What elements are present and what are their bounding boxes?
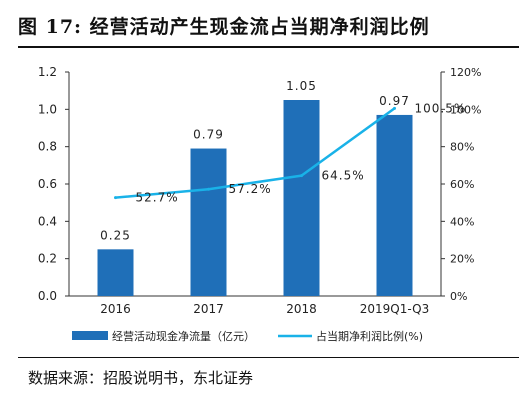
- source-rule: [18, 357, 519, 358]
- bar: [283, 100, 320, 296]
- line-path: [115, 107, 396, 199]
- line-value-label: 64.5%: [322, 169, 365, 183]
- line-series: [114, 106, 396, 200]
- y-right-tick-label: 20%: [450, 253, 474, 266]
- y-left-tick-label: 0.4: [38, 214, 57, 228]
- y-left-tick-label: 0.2: [38, 252, 57, 266]
- bar-value-label: 0.97: [379, 94, 410, 108]
- line-value-label: 57.2%: [229, 182, 272, 196]
- y-left-tick-label: 1.2: [38, 65, 57, 79]
- x-tick-label: 2019Q1-Q3: [360, 302, 429, 316]
- source-note: 数据来源：招股说明书，东北证券: [28, 369, 254, 387]
- line-value-label: 52.7%: [136, 191, 179, 205]
- y-right-tick-label: 60%: [450, 178, 474, 191]
- line-point: [393, 106, 396, 110]
- data-labels: 0.25 0.79 1.05 0.97 52.7% 57.2% 64.5% 100.5%: [100, 79, 467, 242]
- y-left-tick-label: 0.0: [38, 289, 57, 303]
- line-point: [207, 187, 210, 191]
- bar: [376, 114, 413, 296]
- chart-legend: 经营活动现金净流量（亿元） 占当期净利润比例(%): [72, 329, 423, 343]
- x-tick-label: 2018: [286, 302, 317, 316]
- bar-value-label: 0.25: [100, 228, 131, 242]
- line-value-label: 100.5%: [415, 101, 467, 115]
- figure-title: 图 17: 经营活动产生现金流占当期净利润比例: [18, 16, 430, 38]
- x-tick-label: 2017: [193, 302, 224, 316]
- y-left-tick-label: 0.8: [38, 140, 57, 154]
- bar-value-label: 1.05: [286, 79, 317, 93]
- legend-bar-swatch: [72, 331, 108, 340]
- y-right-tick-label: 80%: [450, 141, 474, 154]
- line-point: [114, 196, 117, 200]
- line-point: [300, 174, 303, 178]
- legend-bar-label: 经营活动现金净流量（亿元）: [112, 329, 255, 343]
- chart-axes: 0.00.20.40.60.81.01.20%20%40%60%80%100%1…: [38, 65, 482, 316]
- bar: [190, 148, 227, 296]
- bar: [97, 249, 134, 296]
- title-rule: [18, 46, 519, 48]
- x-tick-label: 2016: [100, 302, 131, 316]
- y-right-tick-label: 0%: [450, 290, 467, 303]
- legend-line-label: 占当期净利润比例(%): [316, 329, 423, 343]
- y-right-tick-label: 40%: [450, 215, 474, 228]
- y-left-tick-label: 1.0: [38, 102, 57, 116]
- y-right-tick-label: 120%: [450, 66, 481, 79]
- y-right-tick-label: 100%: [450, 103, 481, 116]
- bar-value-label: 0.79: [193, 128, 224, 142]
- y-left-tick-label: 0.6: [38, 177, 57, 191]
- bar-series: [97, 100, 413, 296]
